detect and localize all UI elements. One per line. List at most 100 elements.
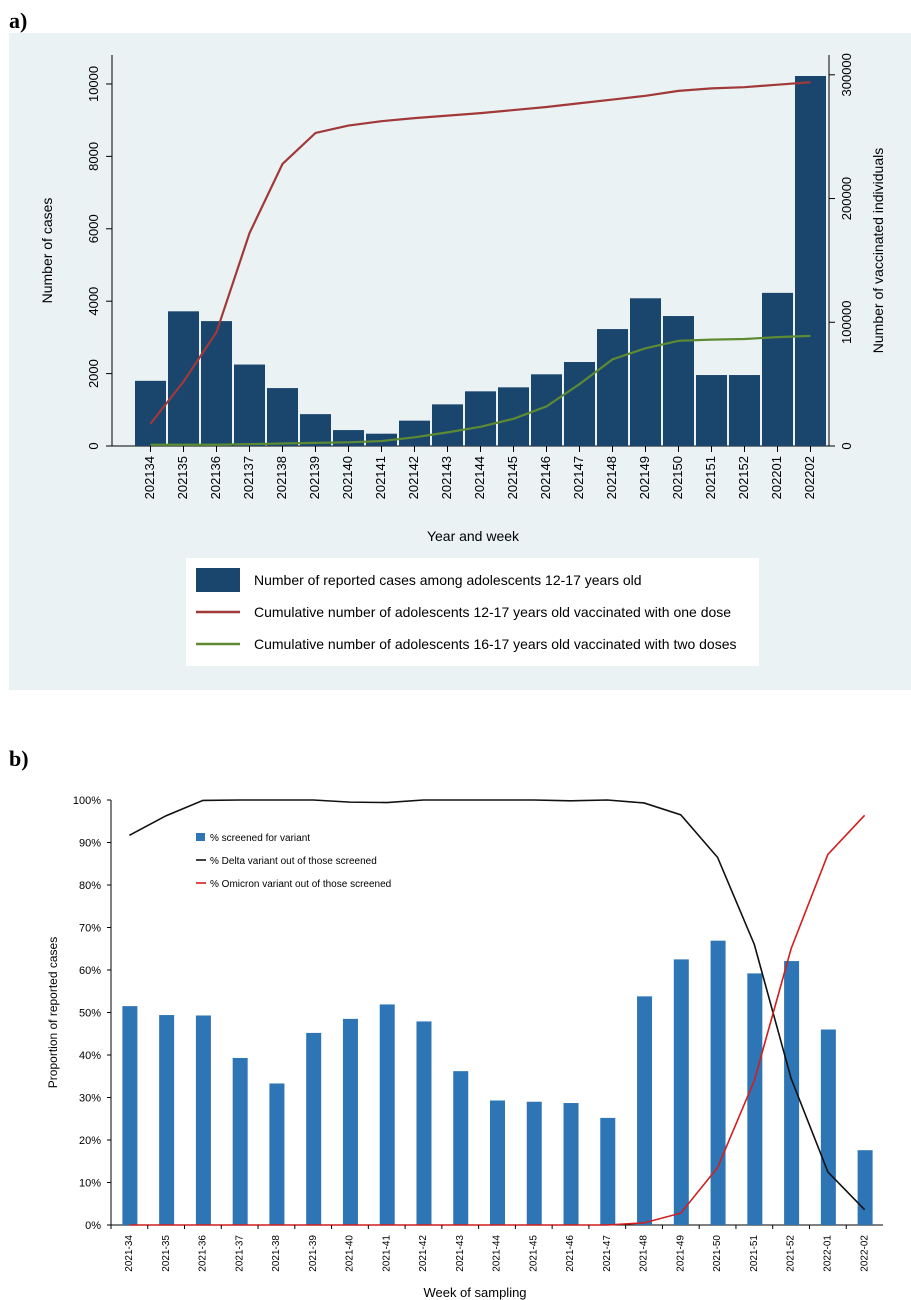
chart-a: 0200040006000800010000010000020000030000… (9, 33, 911, 690)
left-y-tick-label: 0 (86, 442, 101, 449)
y-tick-label: 10% (79, 1178, 101, 1190)
bar-reported-cases (564, 362, 595, 446)
legend-swatch-bars (196, 568, 240, 592)
y-tick-label: 20% (79, 1135, 101, 1147)
bar-screened (710, 940, 726, 1225)
left-y-tick-label: 8000 (86, 142, 101, 171)
y-tick-label: 60% (79, 965, 101, 977)
line-delta (129, 799, 866, 1211)
x-tick-label: 2021-46 (565, 1235, 576, 1272)
bar-reported-cases (267, 388, 298, 446)
x-tick-label: 2021-49 (675, 1235, 686, 1272)
left-y-tick-label: 2000 (86, 359, 101, 388)
bar-reported-cases (762, 292, 793, 446)
bar-reported-cases (795, 75, 826, 447)
x-tick-label: 202150 (670, 456, 685, 499)
x-tick-label: 2021-37 (234, 1235, 245, 1272)
x-tick-label: 202139 (307, 456, 322, 499)
right-y-axis-title: Number of vaccinated individuals (870, 148, 886, 353)
bar-screened (526, 1101, 542, 1225)
y-tick-label: 80% (79, 880, 101, 892)
legend-label: Number of reported cases among adolescen… (254, 572, 642, 588)
bar-screened (232, 1057, 248, 1225)
bar-reported-cases (168, 311, 199, 446)
line-omicron (129, 814, 866, 1226)
bar-reported-cases (498, 387, 529, 446)
left-y-tick-label: 4000 (86, 287, 101, 316)
line-two-doses (150, 334, 811, 446)
x-tick-label: 2021-50 (712, 1235, 723, 1272)
bar-reported-cases (234, 364, 265, 446)
y-tick-label: 50% (79, 1008, 101, 1020)
bar-screened (159, 1015, 175, 1225)
bar-reported-cases (465, 391, 496, 446)
x-tick-label: 2021-35 (161, 1235, 172, 1272)
x-tick-label: 2021-39 (308, 1235, 319, 1272)
x-tick-label: 202147 (571, 456, 586, 499)
bar-screened (784, 961, 800, 1225)
x-tick-label: 2021-47 (602, 1235, 613, 1272)
bar-screened (453, 1071, 469, 1225)
bar-screened (195, 1015, 211, 1225)
x-tick-label: 2021-52 (786, 1235, 797, 1272)
bar-screened (857, 1150, 873, 1225)
x-tick-label: 202152 (736, 456, 751, 499)
x-tick-label: 2021-41 (381, 1235, 392, 1272)
bar-reported-cases (696, 375, 727, 446)
x-tick-label: 2021-40 (345, 1235, 356, 1272)
legend-label: % screened for variant (210, 833, 310, 844)
x-tick-label: 202145 (505, 456, 520, 499)
bar-reported-cases (300, 414, 331, 446)
x-tick-label: 202201 (769, 456, 784, 499)
bar-reported-cases (432, 404, 463, 446)
bar-reported-cases (729, 375, 760, 446)
x-tick-label: 202141 (373, 456, 388, 499)
bar-screened (600, 1117, 616, 1225)
x-tick-label: 2022-02 (859, 1235, 870, 1272)
panel-b-label: b) (9, 746, 29, 771)
bar-screened (637, 996, 653, 1225)
right-y-tick-label: 300000 (839, 53, 854, 96)
line-one-dose (149, 81, 811, 425)
bar-screened (563, 1103, 579, 1225)
x-tick-label: 2021-43 (455, 1235, 466, 1272)
bar-reported-cases (597, 329, 628, 446)
bar-reported-cases (333, 430, 364, 446)
x-tick-label: 202136 (208, 456, 223, 499)
bar-reported-cases (399, 420, 430, 446)
left-y-tick-label: 10000 (86, 66, 101, 102)
panel-a-label: a) (9, 8, 28, 33)
bar-reported-cases (663, 316, 694, 446)
y-tick-label: 90% (79, 838, 101, 850)
legend-box (186, 558, 759, 666)
bar-screened (820, 1029, 836, 1225)
legend-label: % Delta variant out of those screened (210, 856, 377, 867)
bar-screened (306, 1032, 322, 1225)
x-tick-label: 202140 (340, 456, 355, 499)
bar-screened (269, 1083, 285, 1225)
bar-screened (673, 959, 689, 1225)
y-axis-title: Proportion of reported cases (46, 937, 60, 1088)
bar-screened (416, 1021, 432, 1225)
x-tick-label: 202149 (637, 456, 652, 499)
x-axis-title: Week of sampling (423, 1285, 526, 1300)
x-tick-label: 202143 (439, 456, 454, 499)
bar-reported-cases (630, 298, 661, 446)
x-tick-label: 202146 (538, 456, 553, 499)
x-tick-label: 202137 (241, 456, 256, 499)
legend-label: Cumulative number of adolescents 16-17 y… (254, 636, 736, 652)
bar-reported-cases (366, 433, 397, 446)
x-tick-label: 2021-51 (749, 1235, 760, 1272)
y-tick-label: 70% (79, 923, 101, 935)
bar-screened (342, 1018, 358, 1225)
legend-swatch-screened (196, 833, 205, 841)
x-tick-label: 2021-48 (639, 1235, 650, 1272)
y-tick-label: 30% (79, 1093, 101, 1105)
bar-reported-cases (201, 321, 232, 446)
bar-screened (379, 1004, 395, 1225)
y-tick-label: 0% (85, 1220, 101, 1232)
bar-screened (490, 1100, 505, 1225)
y-tick-label: 40% (79, 1050, 101, 1062)
legend-label: % Omicron variant out of those screened (210, 879, 391, 890)
bar-reported-cases (135, 380, 166, 446)
